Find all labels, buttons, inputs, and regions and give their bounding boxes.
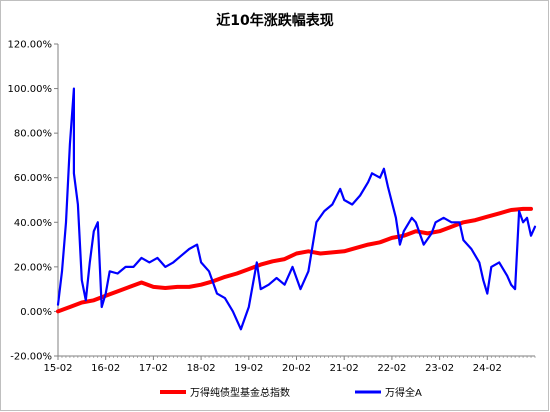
y-tick-label: 120.00%	[8, 40, 53, 51]
y-tick-label: -20.00%	[10, 352, 52, 363]
x-tick-label: 24-02	[473, 363, 502, 374]
y-tick-label: 80.00%	[14, 129, 52, 140]
x-tick-label: 17-02	[139, 363, 168, 374]
x-tick-label: 23-02	[425, 363, 454, 374]
y-tick-label: 0.00%	[20, 307, 52, 318]
x-tick-label: 15-02	[43, 363, 72, 374]
chart-title: 近10年涨跌幅表现	[216, 13, 334, 29]
y-tick-label: 20.00%	[14, 262, 52, 273]
series-line-all-a	[56, 87, 537, 331]
legend-label-bond-index: 万得纯债型基金总指数	[190, 386, 290, 399]
x-tick-label: 16-02	[91, 363, 120, 374]
x-tick-label: 22-02	[377, 363, 406, 374]
x-tick-label: 18-02	[187, 363, 216, 374]
legend-label-all-a: 万得全A	[385, 386, 422, 399]
x-tick-label: 19-02	[234, 363, 263, 374]
x-tick-label: 20-02	[282, 363, 311, 374]
y-tick-label: 100.00%	[8, 84, 53, 95]
x-tick-label: 21-02	[330, 363, 359, 374]
y-tick-label: 40.00%	[14, 218, 52, 229]
series-line-bond-index	[56, 206, 533, 314]
y-tick-label: 60.00%	[14, 173, 52, 184]
